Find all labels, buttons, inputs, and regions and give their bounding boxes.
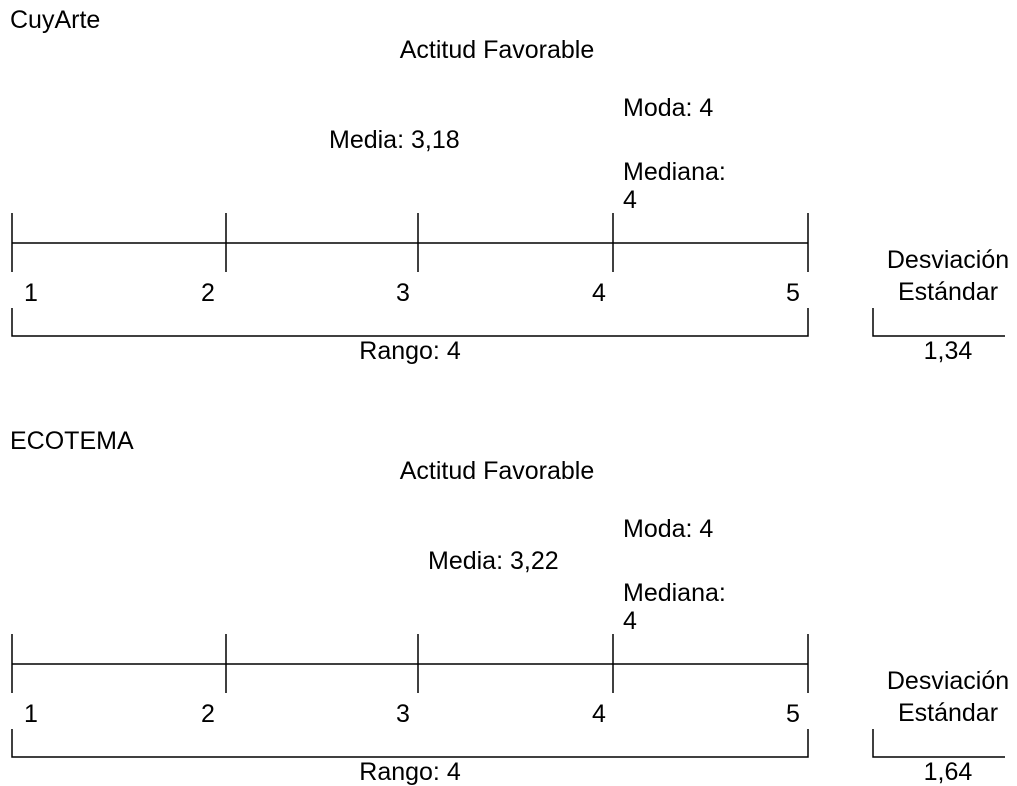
- range-label: Rango: 4: [359, 337, 461, 365]
- std-dev-value: 1,64: [923, 758, 973, 786]
- std-dev-value: 1,34: [923, 337, 973, 365]
- product-title: CuyArte: [10, 6, 101, 34]
- std-dev-bracket: [872, 308, 1005, 337]
- scale-tick-label-4: 4: [592, 700, 606, 728]
- scale-tick-label-1: 1: [24, 279, 38, 307]
- range-bracket: [11, 308, 809, 337]
- std-dev-label-line-2: Estándar: [897, 699, 999, 727]
- moda-label: Moda: 4: [623, 94, 714, 122]
- media-label: Media: 3,22: [428, 547, 559, 575]
- std-dev-label-line-1: Desviación: [886, 667, 1010, 695]
- mediana-value: 4: [623, 186, 637, 214]
- scale-graphics: [11, 634, 1005, 758]
- mediana-label: Mediana:: [623, 158, 726, 186]
- scale-graphics: [11, 213, 1005, 337]
- scale-tick-label-3: 3: [396, 279, 410, 307]
- media-label: Media: 3,18: [329, 126, 460, 154]
- std-dev-bracket: [872, 729, 1005, 758]
- scale-tick-label-2: 2: [201, 279, 215, 307]
- panel-cuyarte: CuyArte Actitud Favorable Moda: 4 Media:…: [10, 6, 1010, 365]
- moda-label: Moda: 4: [623, 515, 714, 543]
- scale-tick-label-4: 4: [592, 279, 606, 307]
- range-bracket: [11, 729, 809, 758]
- std-dev-label-line-1: Desviación: [886, 246, 1010, 274]
- scale-tick-label-5: 5: [786, 700, 800, 728]
- scale-tick-label-3: 3: [396, 700, 410, 728]
- scale-tick-label-5: 5: [786, 279, 800, 307]
- scale-title: Actitud Favorable: [399, 457, 595, 485]
- scale-tick-label-1: 1: [24, 700, 38, 728]
- mediana-value: 4: [623, 607, 637, 635]
- mediana-label: Mediana:: [623, 579, 726, 607]
- std-dev-label-line-2: Estándar: [897, 278, 999, 306]
- scale-title: Actitud Favorable: [399, 36, 595, 64]
- panel-ecotema: ECOTEMA Actitud Favorable Moda: 4 Media:…: [0, 421, 1017, 785]
- product-title: ECOTEMA: [10, 427, 134, 455]
- scale-tick-label-2: 2: [201, 700, 215, 728]
- range-label: Rango: 4: [359, 758, 461, 786]
